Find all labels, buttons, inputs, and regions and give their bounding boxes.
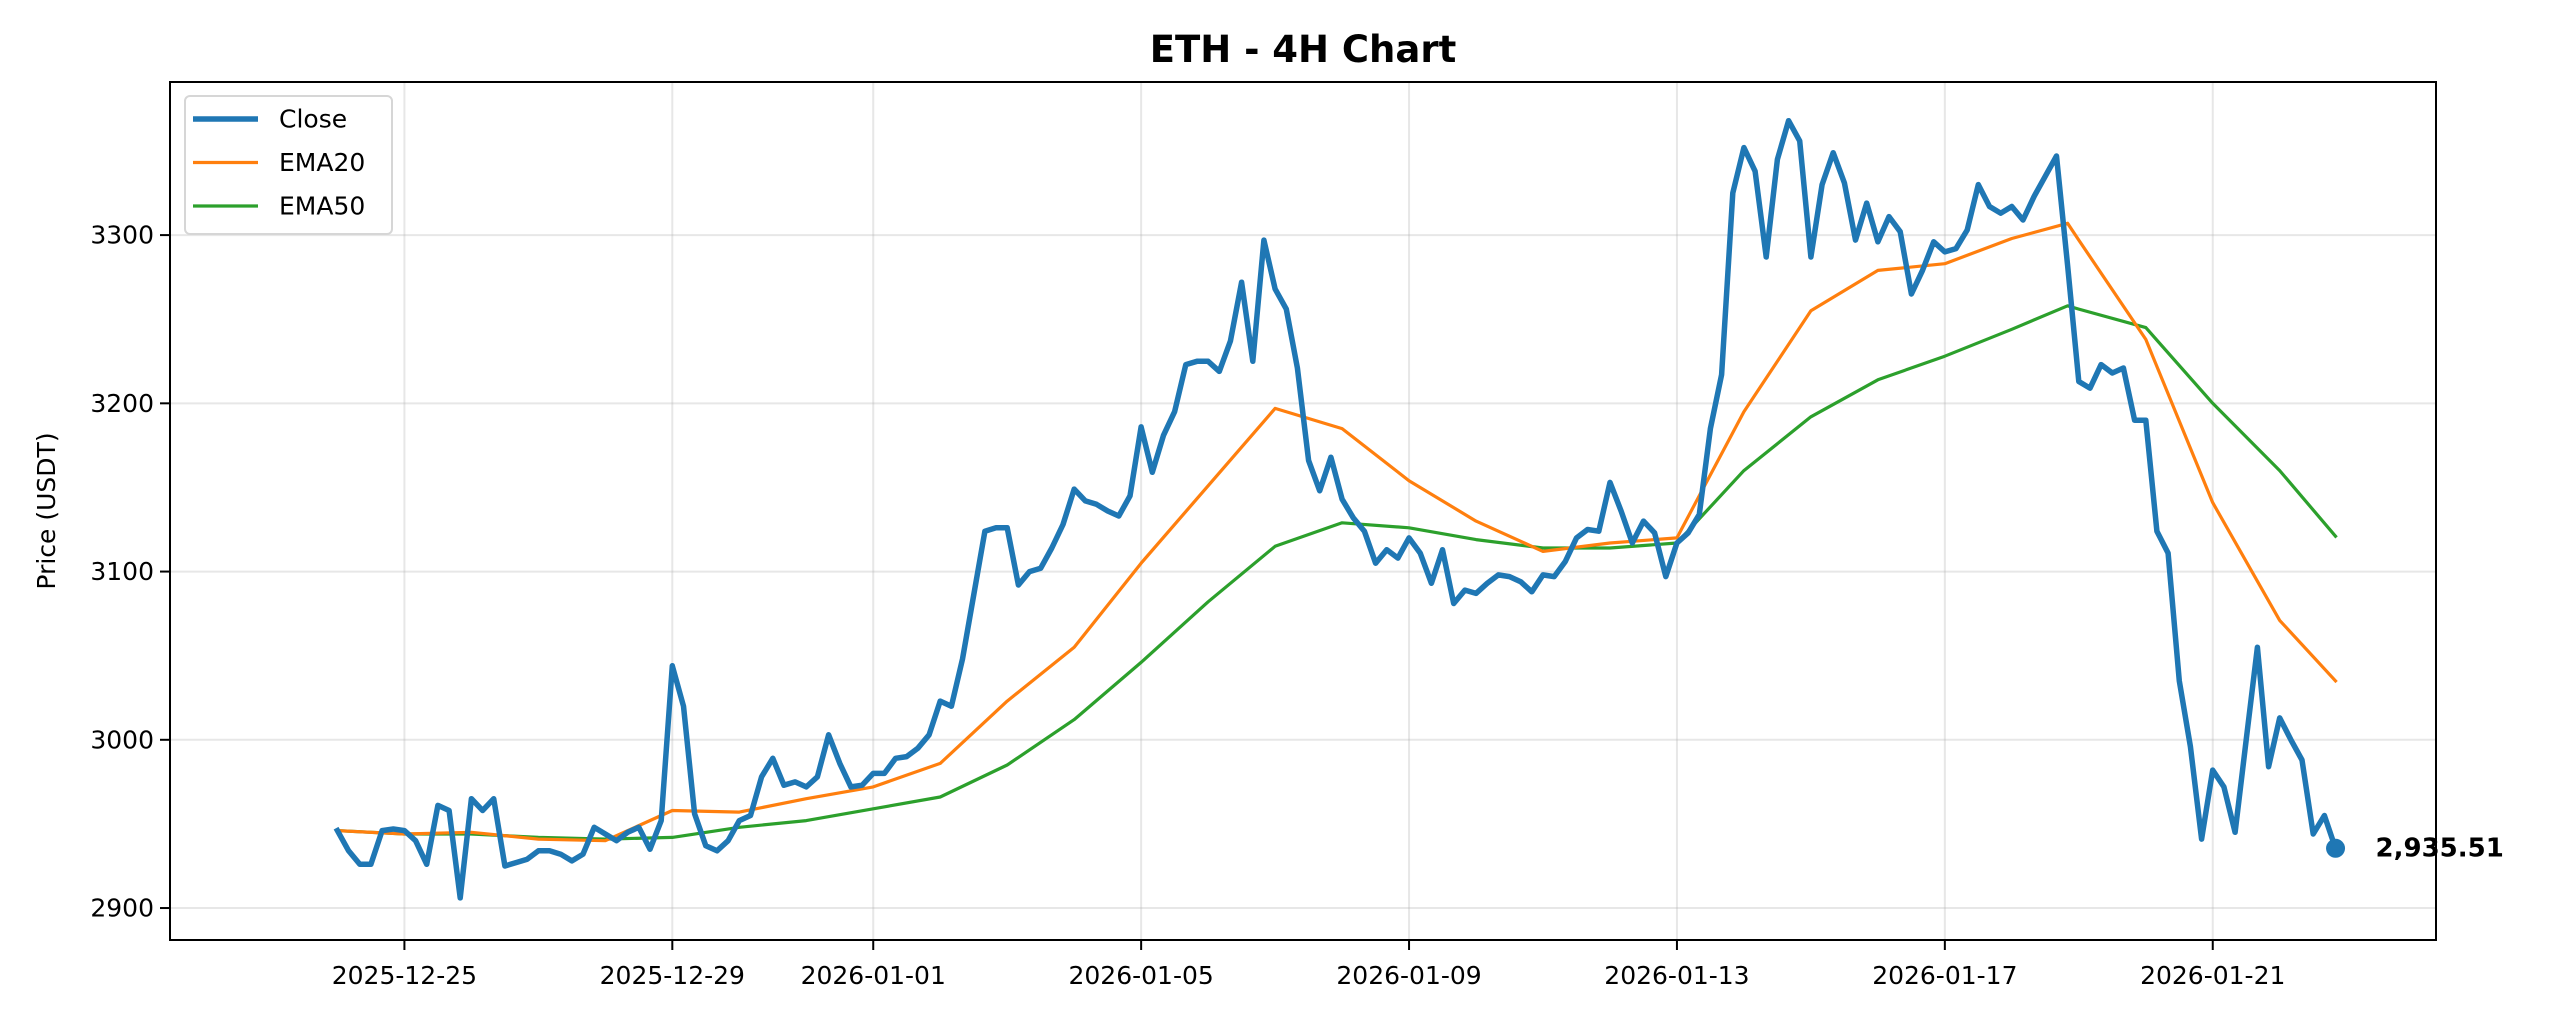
- series-line-ema50: [335, 304, 2338, 841]
- x-tick-label: 2026-01-13: [1604, 961, 1749, 990]
- legend-label-ema50: EMA50: [279, 192, 365, 221]
- legend-box: [184, 95, 393, 235]
- x-axis: 2025-12-25 2025-12-29 2026-01-01 2026-01-05…: [332, 940, 2285, 990]
- x-tick-label: 2026-01-09: [1336, 961, 1481, 990]
- grid-lines: [170, 82, 2436, 940]
- x-tick-label: 2026-01-17: [1872, 961, 2017, 990]
- legend-label-ema20: EMA20: [279, 148, 365, 177]
- y-tick-label: 3200: [90, 389, 154, 418]
- y-tick-label: 3300: [90, 221, 154, 250]
- plot-frame: [169, 81, 2437, 941]
- y-tick-label: 2900: [90, 894, 154, 923]
- y-axis: 2900 3000 3100 3200 3300: [90, 221, 170, 923]
- last-price-marker: [2326, 838, 2346, 858]
- last-price-label: 2,935.51: [2376, 833, 2504, 863]
- y-axis-label: Price (USDT): [32, 432, 61, 589]
- x-tick-label: 2026-01-21: [2140, 961, 2285, 990]
- legend-label-close: Close: [279, 105, 347, 134]
- y-tick-label: 3100: [90, 557, 154, 586]
- legend: Close EMA20 EMA50: [184, 95, 393, 235]
- x-tick-label: 2026-01-05: [1068, 961, 1213, 990]
- series-line-ema20: [335, 221, 2338, 843]
- series-line-close: [333, 117, 2339, 901]
- x-tick-label: 2025-12-25: [332, 961, 477, 990]
- x-tick-label: 2026-01-01: [801, 961, 946, 990]
- y-tick-label: 3000: [90, 725, 154, 754]
- chart-title: ETH - 4H Chart: [1150, 28, 1457, 71]
- series-layer: [333, 117, 2339, 901]
- x-tick-label: 2025-12-29: [600, 961, 745, 990]
- last-price-dot: [2326, 838, 2346, 858]
